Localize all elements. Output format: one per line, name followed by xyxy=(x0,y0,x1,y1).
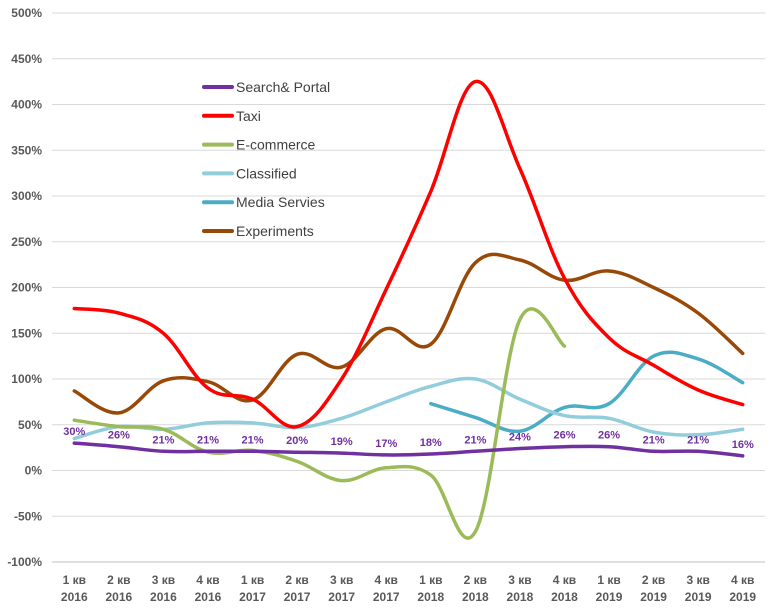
data-label: 30% xyxy=(63,426,85,438)
x-tick-label-year: 2018 xyxy=(507,590,534,604)
data-label: 21% xyxy=(152,434,174,446)
legend-label: E-commerce xyxy=(236,137,316,153)
y-tick-label: 50% xyxy=(18,418,42,432)
y-axis: 500% 450% 400% 350% 300% 250% 200% 150% 100% 50% 0… xyxy=(7,6,42,569)
x-tick-label-year: 2017 xyxy=(328,590,355,604)
y-tick-label: 100% xyxy=(11,372,42,386)
x-tick-label: 4 кв xyxy=(196,573,219,587)
data-label: 16% xyxy=(732,439,754,451)
series-line-search-portal xyxy=(72,441,745,458)
data-labels: 30% 26% 21% 21% 21% 20% 19% 17% 18% 21% 24% 26% 26% 2… xyxy=(63,426,754,451)
data-label: 18% xyxy=(420,437,442,449)
series-line-experiments xyxy=(72,252,745,415)
x-axis: 1 кв 2016 2 кв 2016 3 кв 2016 4 кв 2016 1 кв 2017… xyxy=(52,561,765,604)
x-tick-label-year: 2019 xyxy=(685,590,712,604)
y-tick-label: 300% xyxy=(11,189,42,203)
x-tick-label: 3 кв xyxy=(330,573,353,587)
data-label: 21% xyxy=(464,434,486,446)
x-tick-label-year: 2017 xyxy=(284,590,311,604)
x-tick-label: 1 кв xyxy=(419,573,442,587)
gridlines xyxy=(52,12,765,563)
legend-label: Classified xyxy=(236,165,297,181)
x-tick-label: 2 кв xyxy=(285,573,308,587)
x-tick-label: 4 кв xyxy=(375,573,398,587)
y-tick-label: -50% xyxy=(14,509,42,523)
x-tick-label: 3 кв xyxy=(152,573,175,587)
x-tick-label-year: 2016 xyxy=(150,590,177,604)
data-label: 24% xyxy=(509,432,531,444)
data-label: 21% xyxy=(242,434,264,446)
legend: Search& Portal Taxi E-commerce Classified Me… xyxy=(202,79,330,239)
x-tick-label: 3 кв xyxy=(508,573,531,587)
x-tick-label-year: 2019 xyxy=(640,590,667,604)
data-label: 21% xyxy=(197,434,219,446)
y-tick-label: 200% xyxy=(11,281,42,295)
x-tick-label-year: 2019 xyxy=(729,590,756,604)
x-tick-label: 2 кв xyxy=(107,573,130,587)
y-tick-label: 350% xyxy=(11,143,42,157)
legend-label: Media Servies xyxy=(236,194,325,210)
series-line-classified xyxy=(72,376,745,441)
data-label: 26% xyxy=(108,430,130,442)
y-tick-label: 500% xyxy=(11,6,42,20)
y-tick-label: 0% xyxy=(25,464,43,478)
legend-label: Taxi xyxy=(236,108,261,124)
series-line-taxi xyxy=(72,79,745,429)
data-label: 17% xyxy=(375,438,397,450)
x-tick-label-year: 2017 xyxy=(373,590,400,604)
series-lines xyxy=(72,79,745,540)
x-tick-label: 4 кв xyxy=(731,573,754,587)
data-label: 20% xyxy=(286,435,308,447)
y-tick-label: 250% xyxy=(11,235,42,249)
x-tick-label: 1 кв xyxy=(597,573,620,587)
y-tick-label: 150% xyxy=(11,326,42,340)
x-tick-label: 1 кв xyxy=(241,573,264,587)
y-tick-label: 400% xyxy=(11,98,42,112)
data-label: 21% xyxy=(687,434,709,446)
data-label: 19% xyxy=(331,436,353,448)
x-tick-label-year: 2018 xyxy=(462,590,489,604)
x-tick-label-year: 2016 xyxy=(195,590,222,604)
x-tick-label-year: 2016 xyxy=(61,590,88,604)
x-tick-label-year: 2018 xyxy=(551,590,578,604)
x-tick-label-year: 2017 xyxy=(239,590,266,604)
y-tick-label: 450% xyxy=(11,52,42,66)
x-tick-label-year: 2016 xyxy=(105,590,132,604)
x-tick-label: 2 кв xyxy=(464,573,487,587)
legend-label: Experiments xyxy=(236,223,314,239)
x-tick-label: 3 кв xyxy=(686,573,709,587)
series-line-media-servies xyxy=(429,350,745,434)
x-tick-label: 2 кв xyxy=(642,573,665,587)
y-tick-label: -100% xyxy=(7,555,42,569)
x-tick-label: 4 кв xyxy=(553,573,576,587)
x-tick-label-year: 2019 xyxy=(596,590,623,604)
x-tick-label-year: 2018 xyxy=(417,590,444,604)
legend-label: Search& Portal xyxy=(236,79,330,95)
data-label: 26% xyxy=(598,430,620,442)
data-label: 26% xyxy=(553,430,575,442)
x-tick-label: 1 кв xyxy=(63,573,86,587)
data-label: 21% xyxy=(643,434,665,446)
series-line-e-commerce xyxy=(72,307,567,540)
